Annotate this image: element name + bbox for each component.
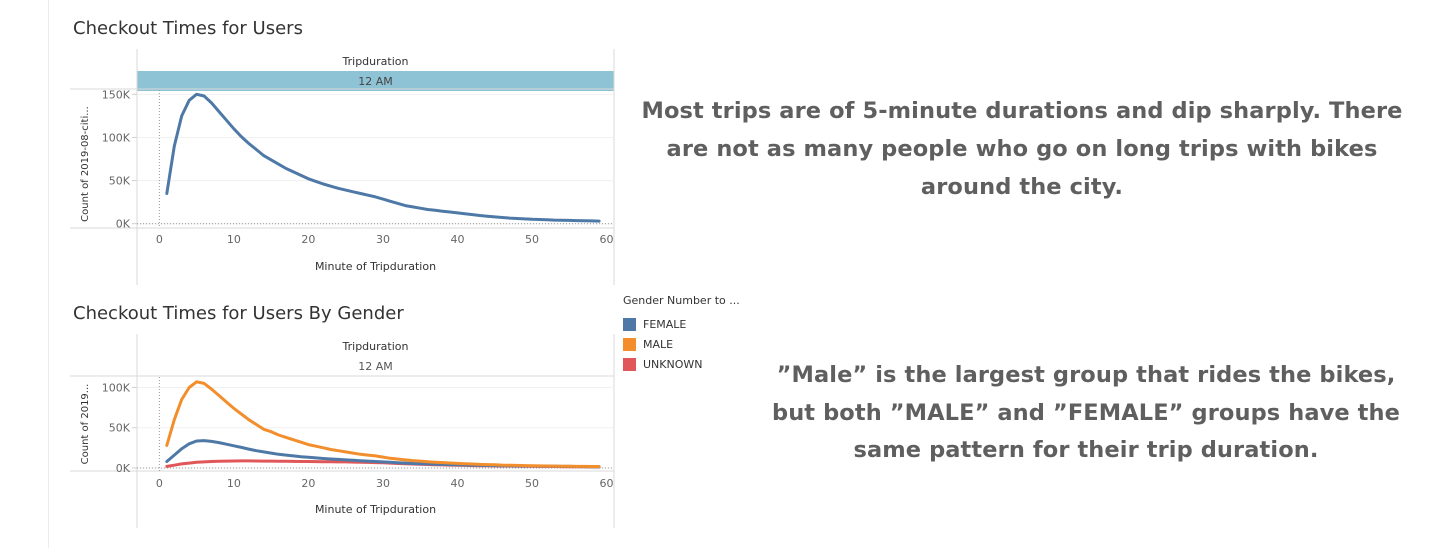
legend-item-unknown[interactable]: UNKNOWN [623, 354, 740, 374]
x-tick-label: 60 [600, 233, 614, 246]
chart-title-users: Checkout Times for Users [73, 18, 303, 39]
y-tick-label: 100K [102, 381, 131, 394]
x-axis-label: Minute of Tripduration [315, 503, 436, 516]
sheet-border [48, 0, 49, 548]
x-tick-label: 60 [600, 477, 614, 490]
x-axis-label: Minute of Tripduration [315, 260, 436, 273]
y-tick-label: 0K [116, 462, 131, 475]
x-tick-label: 0 [156, 477, 163, 490]
x-tick-label: 20 [301, 233, 315, 246]
x-tick-label: 20 [301, 477, 315, 490]
x-tick-label: 30 [376, 477, 390, 490]
legend-label: FEMALE [643, 317, 687, 331]
legend-label: MALE [643, 337, 674, 351]
column-header-band [137, 71, 614, 91]
x-tick-label: 30 [376, 233, 390, 246]
y-tick-label: 100K [102, 131, 131, 144]
legend-swatch [623, 357, 636, 371]
x-tick-label: 50 [525, 477, 539, 490]
column-value-label: 12 AM [358, 360, 393, 373]
y-tick-label: 50K [109, 175, 131, 188]
y-axis-label: Count of 2019-08-citi... [80, 106, 91, 222]
x-tick-label: 40 [450, 233, 464, 246]
x-tick-label: 0 [156, 233, 163, 246]
x-tick-label: 40 [450, 477, 464, 490]
series-line-male [165, 380, 601, 469]
x-tick-label: 10 [227, 477, 241, 490]
column-header-label: Tripduration [342, 55, 409, 68]
annotation-gender: ”Male” is the largest group that rides t… [771, 362, 1400, 463]
x-tick-label: 50 [525, 233, 539, 246]
column-value-label: 12 AM [358, 75, 393, 88]
legend-item-female[interactable]: FEMALE [623, 314, 740, 334]
column-header-label: Tripduration [342, 340, 409, 353]
y-axis-label: Count of 2019... [80, 384, 91, 465]
series-line-count [165, 92, 601, 223]
y-tick-label: 150K [102, 88, 131, 101]
y-tick-label: 50K [109, 422, 131, 435]
series-line-female [165, 439, 601, 469]
legend-swatch [623, 337, 636, 351]
legend-item-male[interactable]: MALE [623, 334, 740, 354]
chart-title-gender: Checkout Times for Users By Gender [73, 303, 404, 324]
legend-swatch [623, 317, 636, 331]
annotation-trip-duration: Most trips are of 5-minute durations and… [641, 98, 1403, 200]
legend-title: Gender Number to ... [623, 294, 740, 307]
gender-legend: Gender Number to ... FEMALE MALE UNKNOWN [623, 294, 740, 374]
x-tick-label: 10 [227, 233, 241, 246]
legend-label: UNKNOWN [643, 357, 703, 371]
y-tick-label: 0K [116, 218, 131, 231]
